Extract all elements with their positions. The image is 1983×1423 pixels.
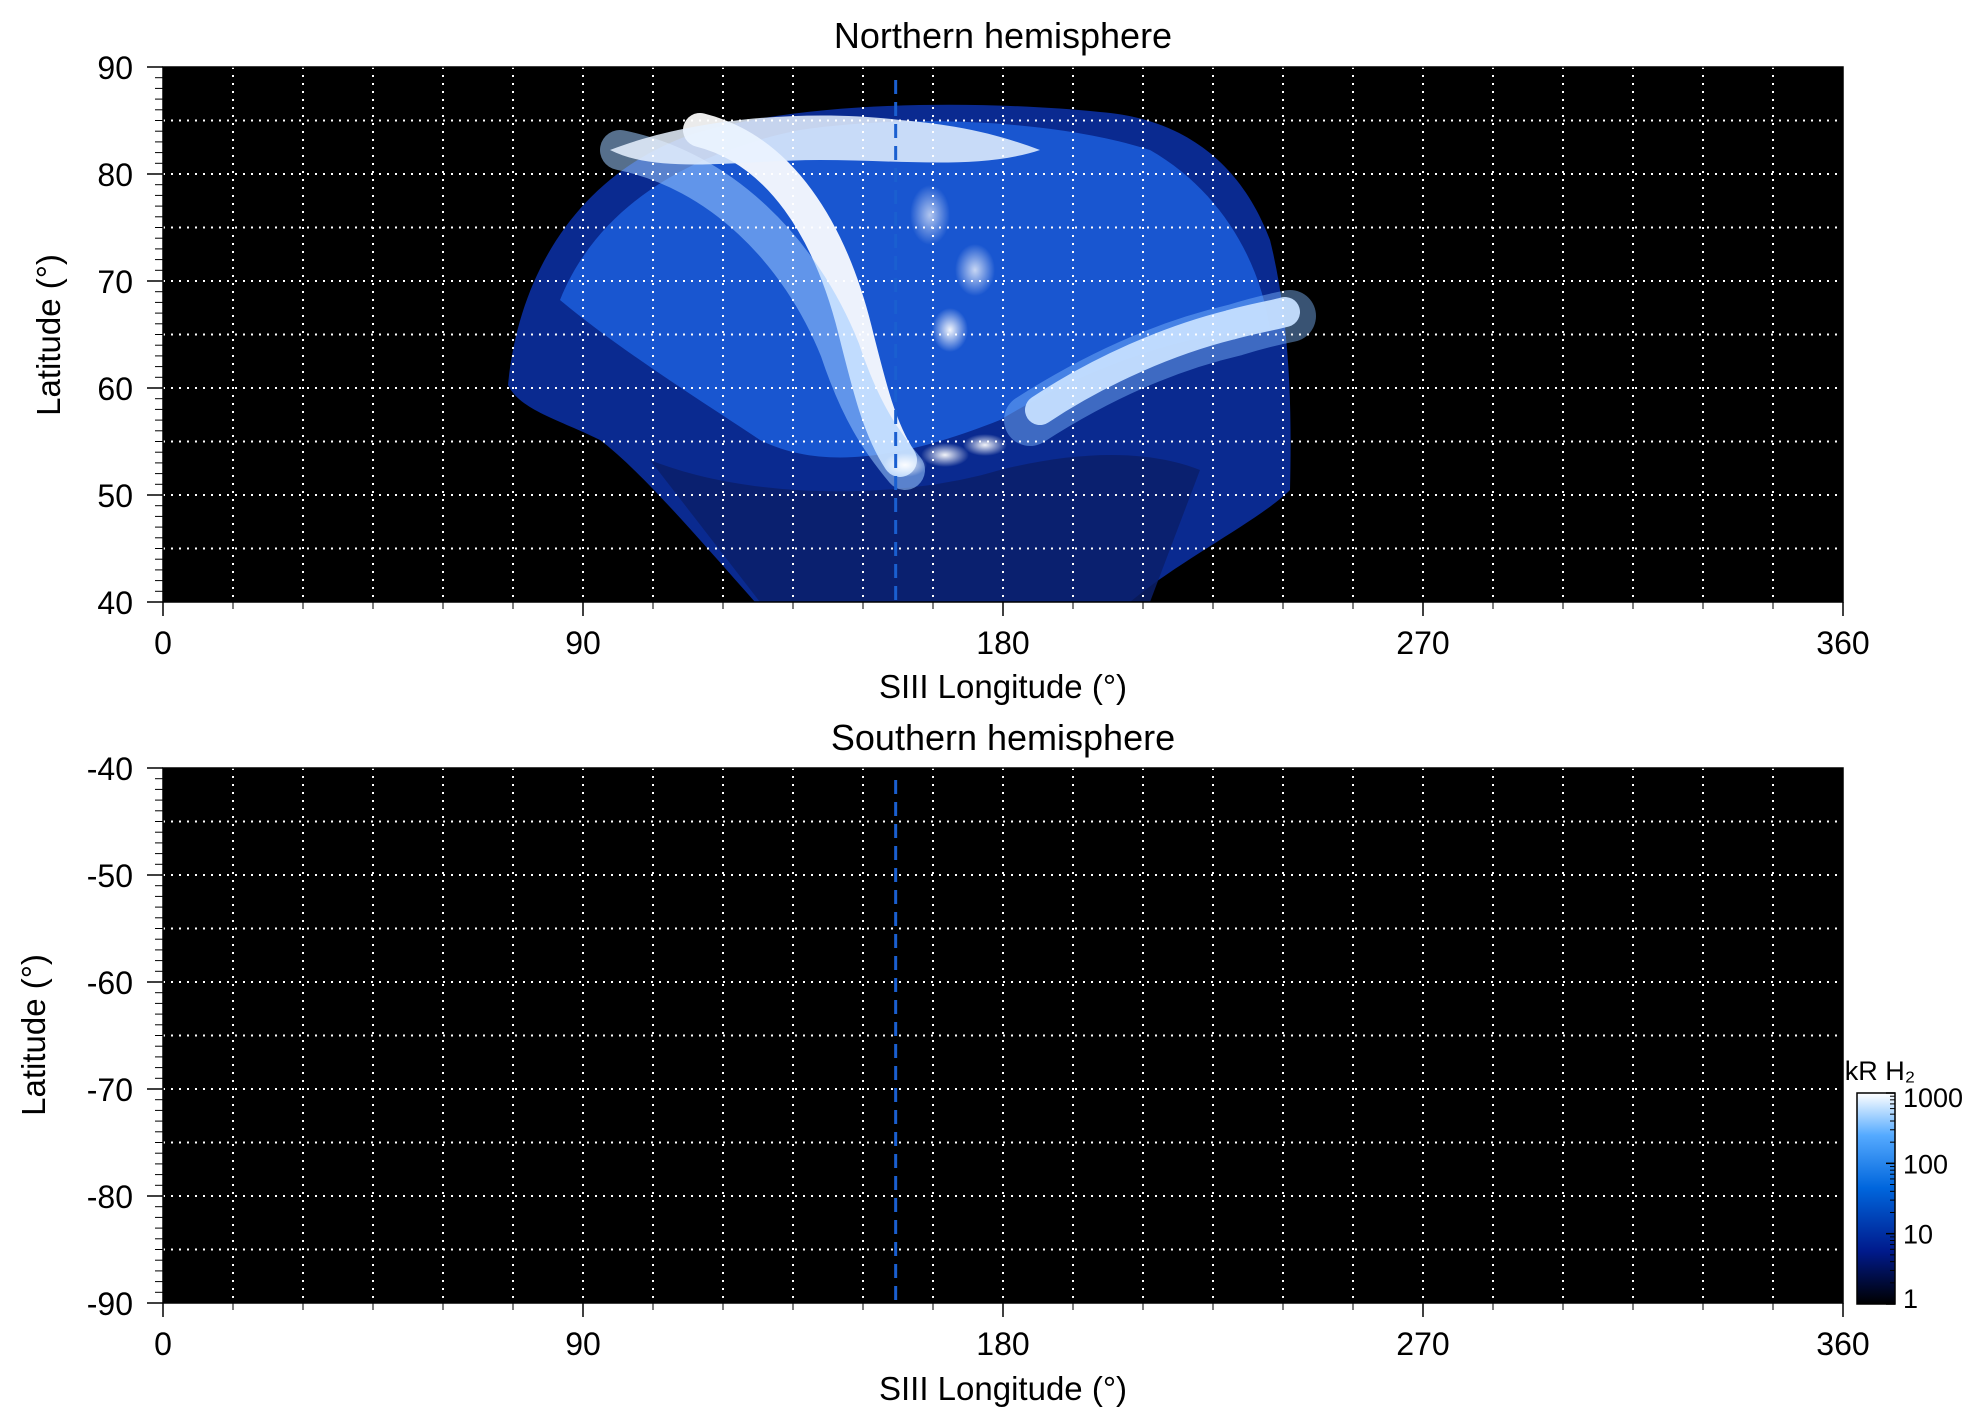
north-spot: [883, 453, 927, 477]
north-spot: [955, 244, 995, 296]
y-tick-label: -70: [87, 1072, 133, 1108]
y-tick-label: 90: [97, 50, 133, 86]
x-tick-label: 90: [565, 625, 601, 661]
y-tick-label: 40: [97, 585, 133, 621]
north-x-axis-label: SIII Longitude (°): [879, 668, 1127, 705]
north-y-minor-ticks: [155, 66, 163, 603]
x-tick-label: 180: [976, 625, 1029, 661]
south-grid: [163, 768, 1843, 1303]
x-tick-label: 90: [565, 1326, 601, 1362]
x-tick-label: 180: [976, 1326, 1029, 1362]
south-y-axis-label: Latitude (°): [15, 954, 52, 1116]
south-panel: Southern hemisphere 0 90 180 270 360 -40-50-…: [15, 717, 1870, 1407]
x-tick-label: 270: [1396, 1326, 1449, 1362]
north-upper-bright: [610, 115, 1040, 165]
south-title: Southern hemisphere: [831, 717, 1175, 758]
y-tick-label: 70: [97, 264, 133, 300]
colorbar-tick-label: 1000: [1903, 1083, 1963, 1113]
south-x-axis-label: SIII Longitude (°): [879, 1370, 1127, 1407]
north-bright-band: [1025, 297, 1300, 425]
y-tick-label: 50: [97, 478, 133, 514]
x-tick-label: 360: [1816, 1326, 1869, 1362]
north-spot: [910, 185, 950, 245]
north-x-axis: 0 90 180 270 360: [154, 602, 1870, 661]
colorbar-tick-label: 1: [1903, 1284, 1918, 1314]
north-main-arc-glow: [600, 130, 925, 490]
north-spot: [921, 443, 969, 467]
colorbar-tick-label: 100: [1903, 1149, 1948, 1179]
y-tick-label: -40: [87, 751, 133, 787]
x-tick-label: 270: [1396, 625, 1449, 661]
colorbar-label: kR H₂: [1845, 1056, 1915, 1086]
north-speckle-band: [650, 455, 1200, 602]
north-y-axis-label: Latitude (°): [30, 254, 67, 416]
colorbar: kR H₂ 1000 100 10 1: [1845, 1056, 1963, 1314]
north-spot: [932, 308, 968, 352]
colorbar-tick-label: 10: [1903, 1220, 1933, 1250]
x-tick-label: 360: [1816, 625, 1869, 661]
south-y-minor-ticks: [155, 767, 163, 1304]
north-emission-map: [508, 104, 1316, 602]
y-tick-label: -80: [87, 1179, 133, 1215]
colorbar-ticks: 1000 100 10 1: [1886, 1083, 1963, 1314]
y-tick-label: 60: [97, 371, 133, 407]
x-tick-label: 0: [154, 625, 172, 661]
south-y-axis: -40 -50 -60 -70 -80 -90: [87, 751, 163, 1322]
y-tick-label: -50: [87, 858, 133, 894]
north-spot: [963, 434, 1007, 456]
north-title: Northern hemisphere: [834, 15, 1172, 56]
north-bright-band-glow: [1004, 290, 1316, 446]
y-tick-label: -60: [87, 965, 133, 1001]
north-grid: [163, 67, 1843, 602]
south-x-axis: 0 90 180 270 360: [154, 1303, 1870, 1362]
x-tick-label: 0: [154, 1326, 172, 1362]
y-tick-label: -90: [87, 1286, 133, 1322]
north-y-axis: 40 50 60 70 80 90: [97, 50, 163, 621]
colorbar-gradient: [1856, 1092, 1896, 1305]
y-tick-label: 80: [97, 157, 133, 193]
north-panel: Northern hemisphere 0: [30, 15, 1870, 705]
